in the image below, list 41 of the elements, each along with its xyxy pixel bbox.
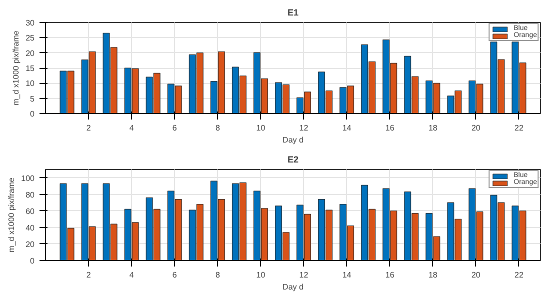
y-axis-title: m_d x1000 pix/frame — [7, 177, 16, 252]
x-tick-label: 22 — [514, 124, 524, 132]
y-tick-label: 80 — [26, 190, 36, 200]
y-tick-label: 15 — [26, 64, 36, 73]
y-tick-label: 100 — [21, 174, 36, 183]
y-tick-label: 10 — [26, 79, 36, 88]
y-tick-label: 25 — [26, 34, 36, 43]
x-tick-label: 8 — [215, 124, 220, 132]
y-axis-title: m_d x1000 pix/frame — [12, 30, 21, 106]
x-tick-label: 12 — [299, 270, 309, 280]
y-tick-label: 30 — [26, 18, 36, 28]
x-axis-title: Day d — [282, 282, 304, 292]
x-tick-label: 6 — [172, 124, 178, 132]
x-tick-label: 12 — [299, 124, 309, 132]
x-tick-label: 10 — [256, 270, 266, 280]
x-tick-label: 2 — [86, 270, 92, 280]
x-tick-label: 14 — [342, 124, 352, 132]
y-tick-label: 60 — [26, 206, 36, 216]
y-tick-label: 0 — [30, 256, 36, 266]
x-tick-label: 20 — [471, 270, 481, 280]
x-tick-label: 18 — [428, 124, 438, 132]
x-tick-label: 2 — [86, 124, 92, 132]
x-axis-title: Day d — [282, 136, 304, 144]
y-tick-label: 0 — [30, 110, 36, 118]
x-tick-label: 16 — [385, 124, 395, 132]
x-tick-label: 18 — [428, 270, 438, 280]
chart-title: E1 — [287, 8, 299, 18]
x-tick-label: 20 — [471, 124, 481, 132]
x-tick-label: 14 — [342, 270, 352, 280]
x-tick-label: 16 — [385, 270, 395, 280]
x-tick-label: 10 — [256, 124, 266, 132]
x-tick-label: 6 — [172, 270, 178, 280]
x-tick-label: 4 — [129, 270, 134, 280]
x-tick-label: 4 — [129, 124, 134, 132]
y-tick-label: 20 — [26, 48, 36, 58]
y-tick-label: 40 — [26, 223, 36, 232]
y-tick-label: 5 — [30, 94, 36, 104]
chart-title: E2 — [287, 154, 299, 164]
y-tick-label: 20 — [26, 240, 36, 249]
x-tick-label: 22 — [514, 270, 524, 280]
x-tick-label: 8 — [215, 270, 220, 280]
